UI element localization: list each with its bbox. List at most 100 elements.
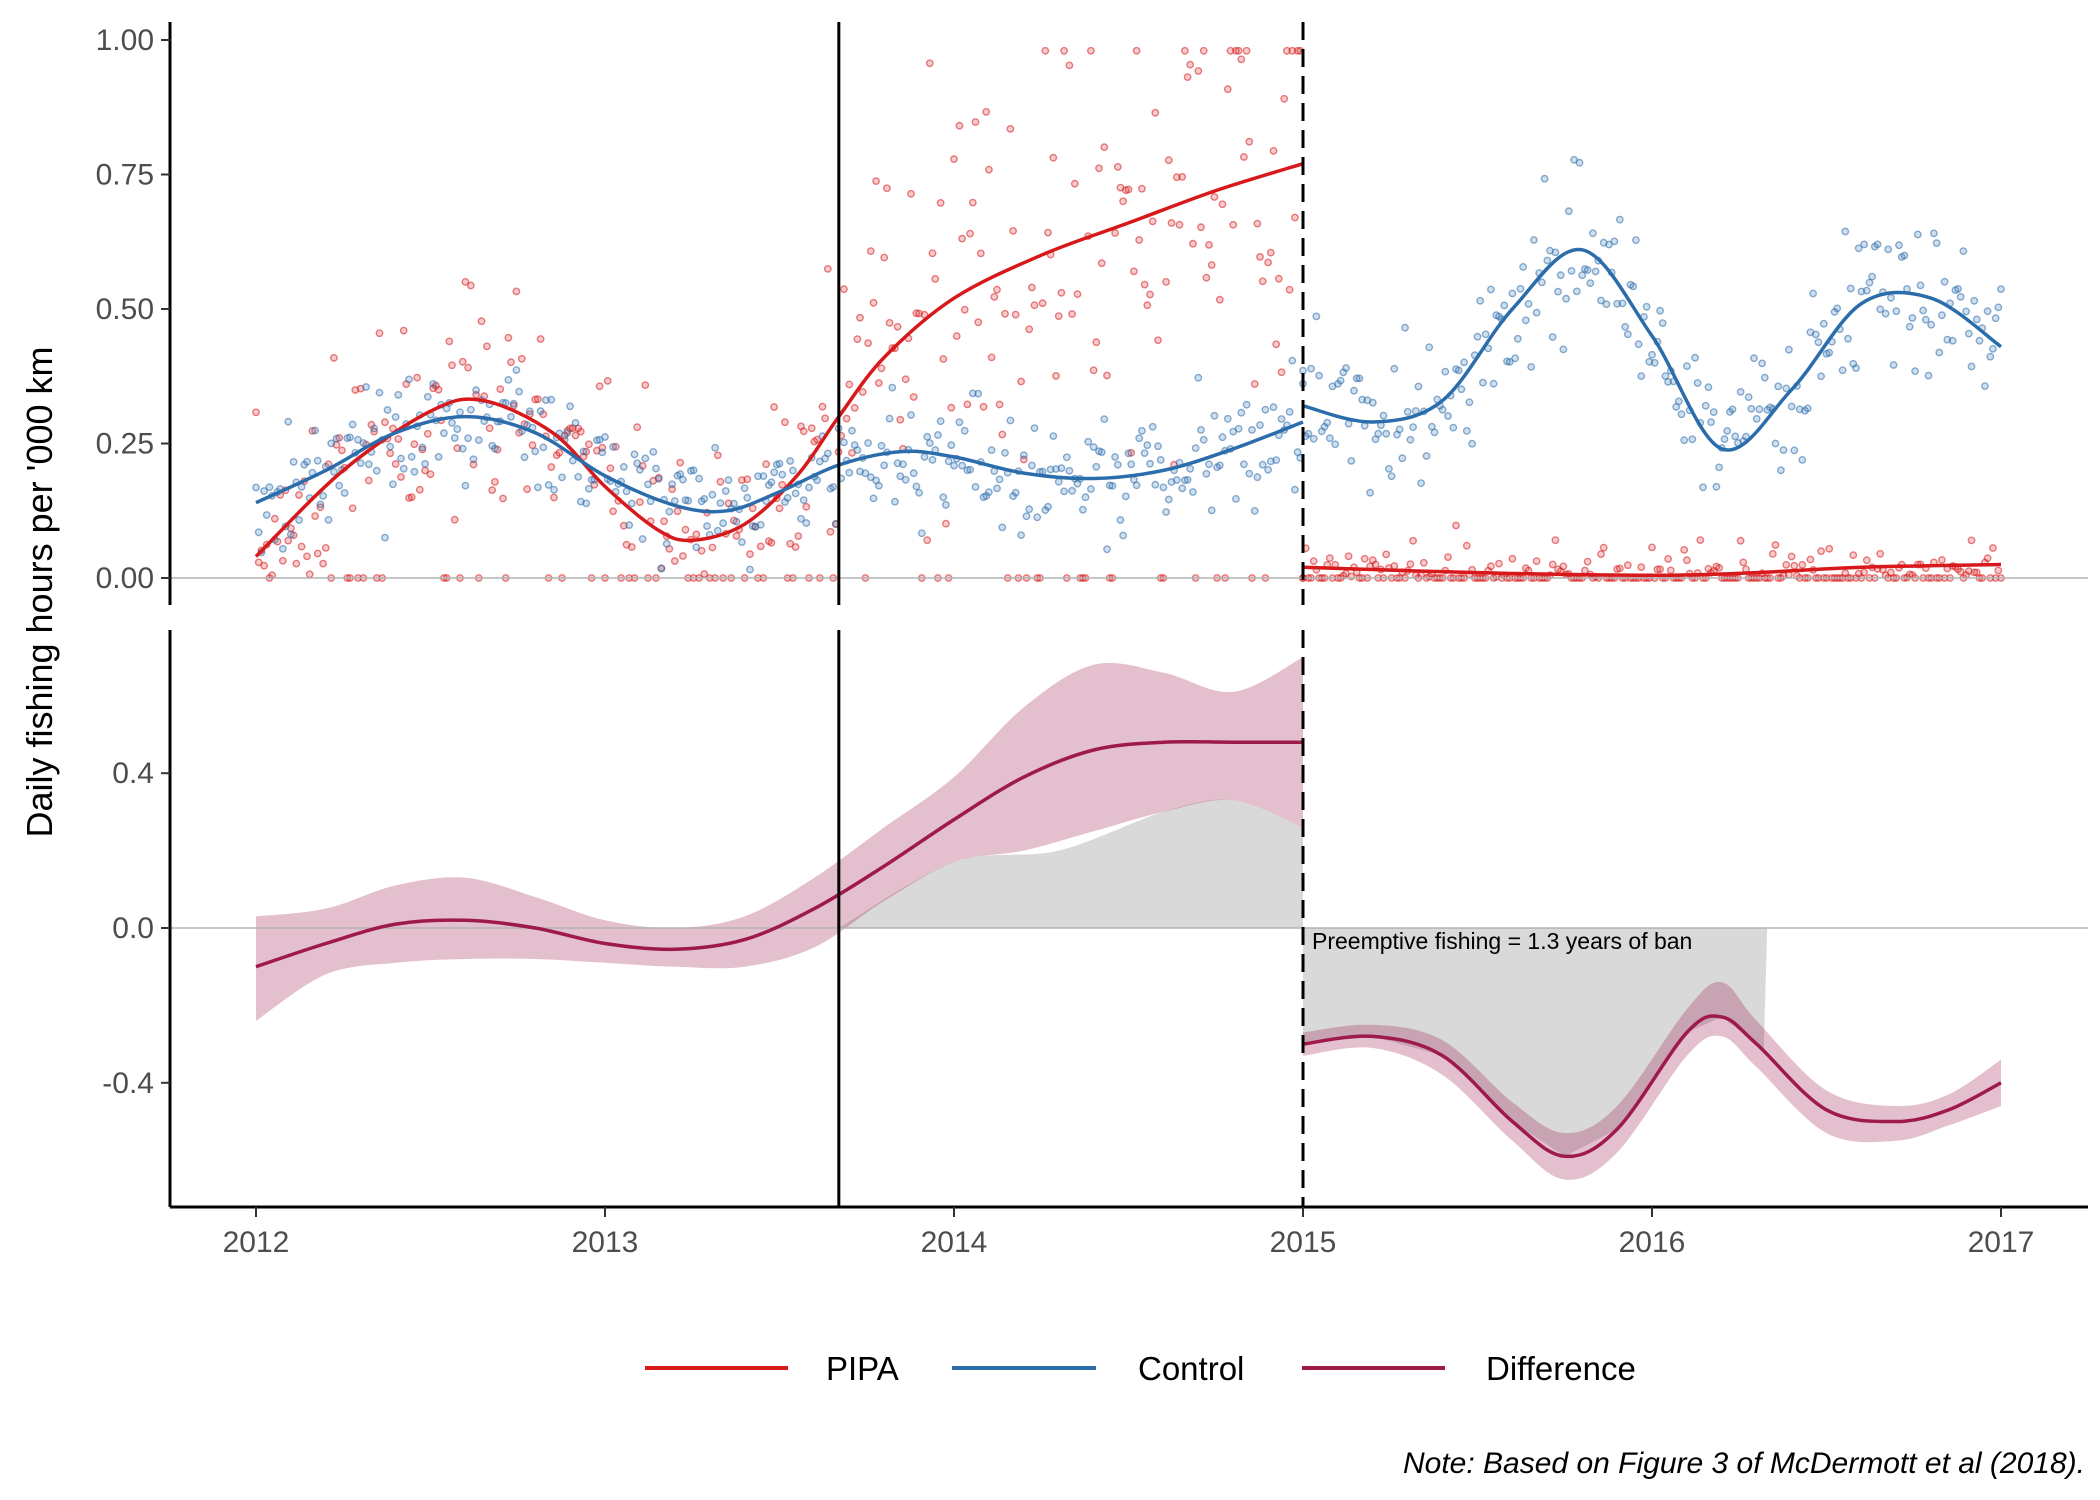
point-pipa — [1197, 223, 1205, 232]
point-control — [1940, 277, 1949, 286]
x-tick-label: 2013 — [572, 1226, 639, 1259]
point-control — [1680, 436, 1689, 445]
point-pipa — [974, 318, 983, 327]
point-control — [1709, 408, 1718, 416]
point-pipa — [348, 504, 357, 513]
point-control — [1151, 480, 1160, 489]
point-control — [375, 388, 384, 397]
point-control — [1723, 426, 1732, 435]
point-control — [289, 457, 298, 466]
point-pipa — [936, 198, 945, 207]
point-control — [423, 392, 432, 401]
point-pipa — [1130, 267, 1138, 276]
point-pipa — [534, 395, 542, 404]
point-control — [1989, 344, 1997, 353]
point-pipa — [1025, 325, 1034, 334]
point-pipa — [864, 339, 872, 347]
point-control — [928, 455, 937, 464]
point-control — [410, 467, 419, 476]
point-control — [1586, 279, 1595, 287]
point-pipa — [319, 559, 327, 568]
point-control — [1060, 487, 1069, 496]
point-control — [877, 441, 886, 450]
point-control — [1046, 465, 1055, 474]
point-control — [1189, 488, 1197, 496]
point-control — [1683, 362, 1691, 370]
point-pipa — [1739, 558, 1748, 567]
point-control — [1610, 237, 1619, 246]
point-control — [1325, 434, 1334, 443]
point-control — [644, 480, 652, 489]
point-control — [1449, 423, 1458, 432]
point-control — [1860, 240, 1869, 249]
point-pipa — [1103, 371, 1111, 380]
point-control — [1583, 266, 1592, 274]
point-control — [770, 468, 778, 477]
point-pipa — [1234, 46, 1243, 55]
point-control — [1884, 245, 1893, 254]
point-pipa — [585, 440, 593, 449]
point-control — [1967, 362, 1976, 371]
legend-label-difference: Difference — [1486, 1350, 1636, 1387]
point-pipa — [1140, 280, 1149, 289]
point-pipa — [1938, 556, 1946, 564]
point-control — [1081, 493, 1090, 502]
point-pipa — [517, 354, 526, 363]
point-control — [936, 417, 945, 426]
point-control — [1519, 262, 1528, 271]
point-pipa — [1344, 552, 1353, 561]
point-pipa — [716, 477, 725, 486]
point-control — [1752, 414, 1761, 423]
point-control — [461, 481, 470, 490]
point-control — [394, 390, 403, 399]
point-control — [579, 447, 588, 456]
y-tick-label-top: 1.00 — [96, 24, 154, 57]
point-pipa — [380, 418, 389, 427]
point-control — [456, 408, 464, 417]
point-control — [1258, 460, 1267, 469]
point-control — [1191, 444, 1200, 452]
point-pipa — [1559, 562, 1568, 571]
point-pipa — [1087, 46, 1095, 55]
point-control — [1425, 343, 1434, 352]
point-control — [1033, 513, 1042, 522]
point-control — [829, 483, 838, 491]
point-pipa — [770, 403, 778, 411]
point-control — [407, 452, 416, 461]
point-pipa — [1199, 46, 1208, 55]
point-pipa — [292, 559, 301, 568]
point-pipa — [1070, 179, 1079, 188]
point-control — [1417, 479, 1426, 487]
point-pipa — [990, 292, 999, 301]
point-pipa — [252, 408, 260, 417]
point-pipa — [1017, 377, 1025, 386]
point-control — [1551, 248, 1560, 257]
point-control — [1785, 345, 1793, 354]
point-pipa — [998, 430, 1007, 439]
point-pipa — [1683, 556, 1691, 565]
point-control — [278, 545, 287, 553]
point-control — [1538, 278, 1546, 287]
point-pipa — [762, 460, 770, 469]
point-pipa — [1054, 312, 1063, 320]
legend-label-pipa: PIPA — [826, 1350, 899, 1387]
point-control — [966, 465, 974, 474]
point-pipa — [1409, 536, 1418, 545]
point-pipa — [260, 561, 268, 570]
point-control — [1900, 251, 1909, 260]
legend-label-control: Control — [1138, 1350, 1244, 1387]
point-control — [625, 521, 634, 529]
point-control — [598, 448, 607, 457]
point-pipa — [1648, 543, 1656, 552]
point-control — [1019, 451, 1028, 460]
point-control — [1521, 316, 1530, 325]
point-pipa — [1162, 277, 1171, 286]
point-control — [1288, 356, 1297, 365]
point-control — [1124, 449, 1133, 458]
point-pipa — [1146, 290, 1154, 299]
line-control-1 — [1302, 247, 2003, 452]
point-control — [1779, 446, 1788, 454]
point-control — [1811, 330, 1820, 339]
point-control — [920, 452, 929, 461]
point-control — [1707, 418, 1716, 426]
